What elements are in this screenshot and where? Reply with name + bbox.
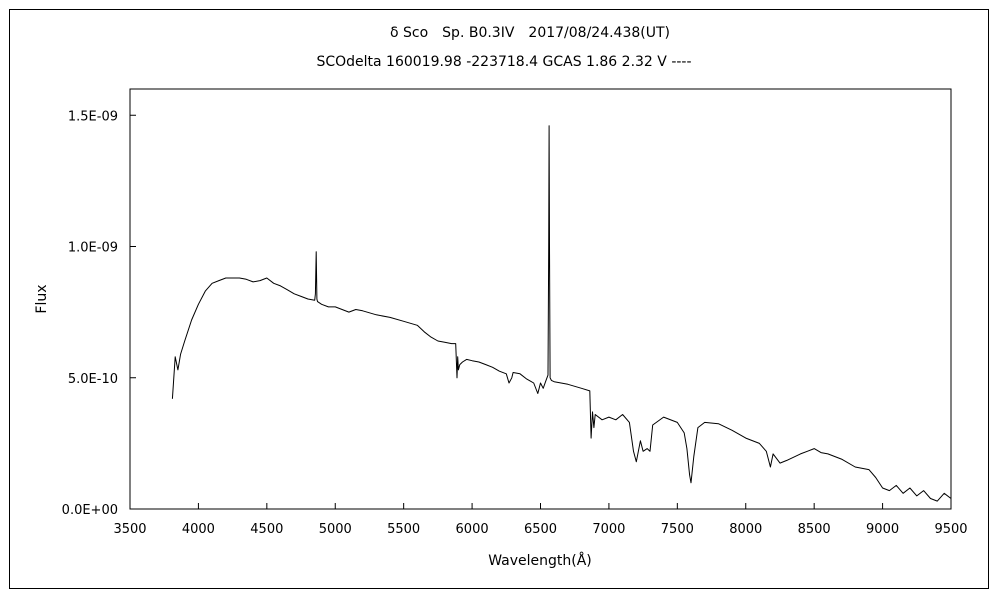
y-tick-label: 1.5E-09 (68, 109, 118, 124)
y-tick-label: 0.0E+00 (62, 503, 118, 518)
x-tick-label: 6500 (524, 522, 557, 537)
x-tick-label: 8000 (729, 522, 762, 537)
y-tick-label: 1.0E-09 (68, 241, 118, 256)
y-axis-label: Flux (34, 284, 50, 313)
x-tick-label: 4500 (250, 522, 283, 537)
x-tick-label: 7000 (592, 522, 625, 537)
x-tick-label: 9500 (934, 522, 967, 537)
x-axis: 3500 4000 4500 5000 5500 6000 6500 7000 7500 8000… (113, 503, 968, 537)
series-group (171, 125, 952, 502)
plot-area (129, 88, 952, 510)
chart-subtitle: SCOdelta 160019.98 -223718.4 GCAS 1.86 2… (316, 54, 691, 70)
chart-title: δ Sco Sp. B0.3IV 2017/08/24.438(UT) (390, 25, 670, 41)
x-axis-label: Wavelength(Å) (488, 552, 592, 569)
chart-frame (9, 9, 989, 589)
spectrum-line (171, 125, 952, 502)
x-tick-label: 9000 (866, 522, 899, 537)
x-tick-label: 4000 (182, 522, 215, 537)
x-tick-label: 3500 (113, 522, 146, 537)
x-tick-label: 7500 (661, 522, 694, 537)
y-tick-label: 5.0E-10 (68, 372, 118, 387)
y-axis: 0.0E+00 5.0E-10 1.0E-09 1.5E-09 (62, 109, 136, 518)
x-tick-label: 5500 (387, 522, 420, 537)
x-tick-label: 6000 (456, 522, 489, 537)
x-tick-label: 8500 (798, 522, 831, 537)
x-tick-label: 5000 (319, 522, 352, 537)
